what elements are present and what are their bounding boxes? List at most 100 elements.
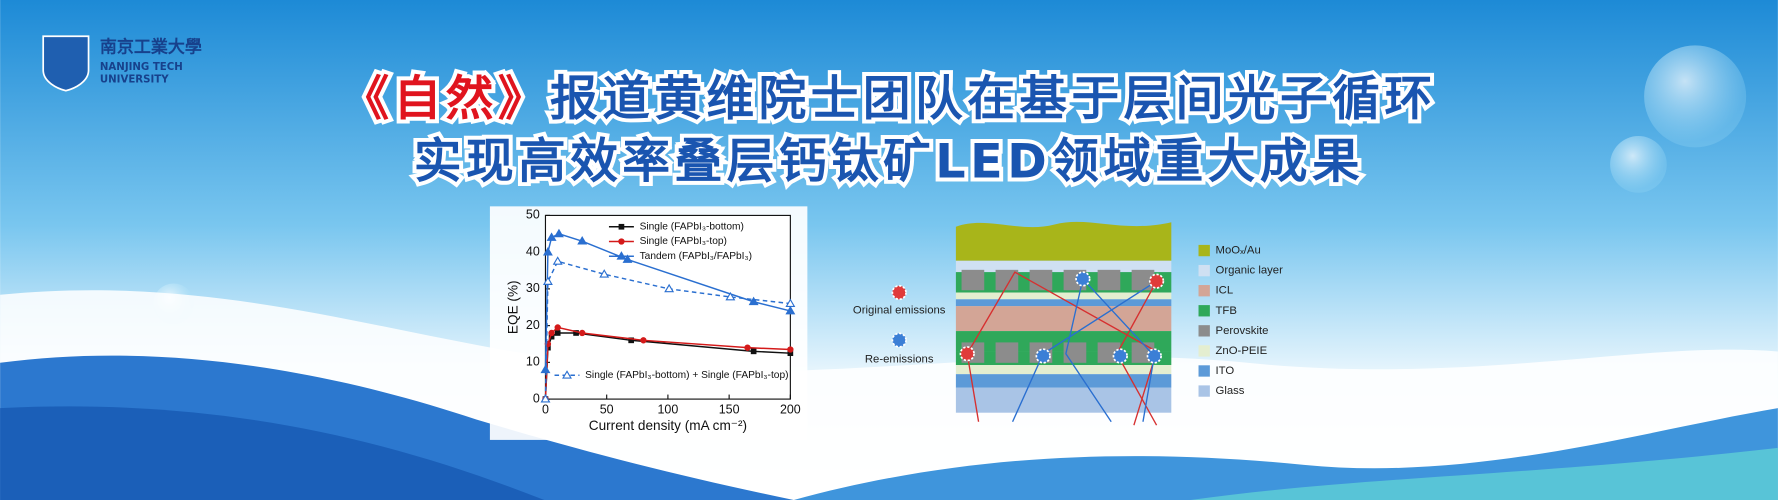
data-point (573, 330, 579, 336)
logo-en: UNIVERSITY (100, 74, 169, 85)
data-point (542, 247, 553, 256)
legend-label: Single (FAPbI₃-top) (640, 236, 727, 247)
data-point (785, 298, 796, 307)
legend-swatch (1198, 264, 1210, 277)
perovskite-grain (1063, 342, 1087, 363)
legend-swatch (1198, 385, 1210, 397)
perovskite-grain (961, 269, 985, 291)
legend-marker (618, 223, 625, 230)
layer (955, 374, 1172, 388)
legend-label: Organic layer (1216, 265, 1284, 277)
layer (955, 260, 1172, 273)
wave (1190, 447, 1778, 500)
data-point (554, 330, 561, 336)
data-point (577, 236, 588, 245)
y-tick-label: 50 (526, 208, 540, 222)
data-point (546, 232, 557, 241)
layer (955, 299, 1172, 307)
data-point (540, 393, 551, 403)
legend-label: ZnO-PEIE (1216, 345, 1268, 357)
emblem (42, 35, 90, 92)
x-tick-label: 0 (542, 403, 549, 417)
data-point (744, 344, 751, 351)
data-point (640, 337, 647, 344)
data-point (750, 348, 757, 355)
perovskite-grain (1131, 269, 1155, 291)
emitter (1112, 348, 1128, 364)
legend-swatch (1198, 305, 1210, 317)
legend-label: Perovskite (1216, 325, 1269, 337)
legend-marker (618, 238, 625, 245)
data-point (579, 329, 586, 337)
x-tick-label: 100 (658, 403, 679, 417)
y-tick-label: 0 (533, 391, 540, 405)
emission-ray (966, 353, 980, 422)
data-point (664, 283, 675, 293)
headline-line1: 《自然》报道黄维院士团队在基于层间光子循环 (341, 72, 1436, 127)
perovskite-grain (995, 342, 1019, 363)
x-tick-label: 200 (780, 403, 801, 417)
data-point (548, 329, 555, 337)
data-point (542, 276, 553, 285)
data-point (628, 337, 635, 344)
logo: 南京工業大學 NANJING TECH UNIVERSITY (42, 35, 202, 92)
legend-swatch (1198, 345, 1210, 357)
y-tick-label: 40 (526, 244, 540, 258)
legend-label: ITO (1216, 365, 1235, 377)
legend-swatch (1198, 325, 1210, 337)
emitter (959, 346, 975, 362)
y-axis-label: EQE (%) (505, 280, 520, 334)
data-point (548, 333, 555, 340)
layer-moox (955, 221, 1172, 261)
legend-label: MoOₓ/Au (1216, 245, 1261, 257)
layer (955, 387, 1172, 413)
x-tick-label: 50 (600, 403, 614, 417)
legend-marker (616, 251, 627, 260)
layer (955, 365, 1172, 375)
emitter (1035, 348, 1051, 364)
data-point (787, 350, 794, 357)
legend-swatch (1198, 285, 1210, 297)
annotation: Original emissions (853, 305, 946, 317)
wave (0, 406, 545, 500)
y-tick-label: 10 (526, 355, 540, 369)
x-tick-label: 150 (719, 403, 740, 417)
legend-label: Single (FAPbI₃-bottom) (640, 221, 744, 232)
emitter (891, 284, 907, 301)
legend-label: Tandem (FAPbI₃/FAPbI₃) (640, 251, 752, 262)
data-point (748, 296, 759, 306)
emitter (1075, 271, 1091, 287)
device-diagram: Original emissions Re-emissions MoOₓ/Au Org… (853, 221, 1284, 426)
data-point (785, 305, 796, 315)
data-point (552, 256, 563, 265)
legend-label: TFB (1216, 305, 1237, 317)
legend-label: Single (FAPbI₃-bottom) + Single (FAPbI₃-… (585, 370, 788, 381)
layer (955, 292, 1172, 300)
bubble (1610, 136, 1667, 193)
logo-en: NANJING TECH (100, 62, 183, 73)
emitter (1146, 348, 1162, 364)
emission-ray (966, 271, 1158, 426)
bubble (1644, 45, 1747, 148)
data-point (599, 269, 610, 278)
emission-ray (1065, 278, 1112, 423)
data-point (787, 346, 794, 353)
legend-marker (562, 370, 572, 379)
headline-text: 报道黄维院士团队在基于层间光子循环 (550, 72, 1436, 127)
emitter (1148, 273, 1165, 289)
data-point (553, 228, 564, 238)
data-point (725, 291, 736, 301)
y-tick-label: 20 (526, 318, 540, 332)
headline-line2: 实现高效率叠层钙钛矿LED领域重大成果 (414, 134, 1364, 189)
y-tick-label: 30 (526, 281, 540, 295)
emitter (891, 332, 907, 348)
legend-swatch (1198, 365, 1210, 377)
data-point (554, 324, 561, 331)
perovskite-grain (1097, 269, 1121, 291)
legend-swatch (1198, 244, 1210, 257)
headline-highlight: 《自然》 (341, 72, 550, 127)
legend-label: ICL (1216, 285, 1234, 297)
